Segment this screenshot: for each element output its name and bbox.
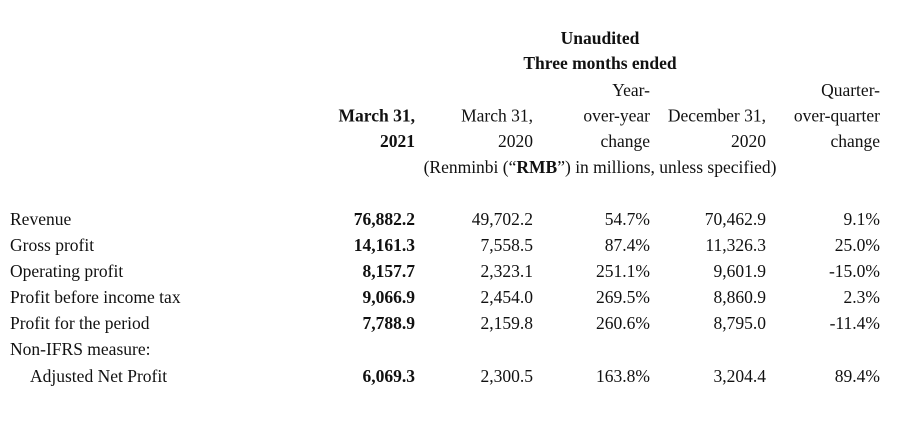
row-label: Profit for the period xyxy=(10,313,150,333)
column-header: change xyxy=(600,131,650,151)
cell-value: 9.1% xyxy=(844,209,880,229)
cell-value: -15.0% xyxy=(829,261,880,281)
column-header: 2020 xyxy=(498,131,533,151)
row-label: Adjusted Net Profit xyxy=(30,366,167,386)
cell-value: 2,454.0 xyxy=(481,287,534,307)
cell-value: 2,323.1 xyxy=(481,261,534,281)
cell-value: 70,462.9 xyxy=(705,209,767,229)
cell-value: 251.1% xyxy=(596,261,650,281)
unit-note-part: RMB xyxy=(516,157,557,177)
cell-value: 76,882.2 xyxy=(354,209,415,229)
cell-value: 49,702.2 xyxy=(472,209,533,229)
column-header: 2021 xyxy=(380,131,415,151)
row-label: Gross profit xyxy=(10,235,94,255)
cell-value: 8,795.0 xyxy=(714,313,767,333)
cell-value: 8,860.9 xyxy=(714,287,767,307)
cell-value: 25.0% xyxy=(835,235,880,255)
column-header: over-quarter xyxy=(794,106,880,126)
unit-note: (Renminbi (“RMB”) in millions, unless sp… xyxy=(424,157,777,177)
cell-value: 7,558.5 xyxy=(481,235,534,255)
cell-value: 2,300.5 xyxy=(481,366,534,386)
table-subtitle: Three months ended xyxy=(523,53,677,73)
cell-value: 2.3% xyxy=(844,287,880,307)
cell-value: 54.7% xyxy=(605,209,650,229)
cell-value: 8,157.7 xyxy=(363,261,416,281)
column-header: March 31, xyxy=(339,106,415,126)
cell-value: 260.6% xyxy=(596,313,650,333)
row-label: Non-IFRS measure: xyxy=(10,339,150,359)
column-header: 2020 xyxy=(731,131,766,151)
cell-value: 163.8% xyxy=(596,366,650,386)
column-header: March 31, xyxy=(461,106,533,126)
row-label: Operating profit xyxy=(10,261,123,281)
row-label: Profit before income tax xyxy=(10,287,181,307)
cell-value: 3,204.4 xyxy=(714,366,767,386)
cell-value: 87.4% xyxy=(605,235,650,255)
cell-value: 89.4% xyxy=(835,366,880,386)
cell-value: -11.4% xyxy=(830,313,880,333)
column-header: change xyxy=(830,131,880,151)
cell-value: 9,601.9 xyxy=(714,261,767,281)
unit-note-part: ”) in millions, unless specified) xyxy=(557,157,776,177)
cell-value: 6,069.3 xyxy=(363,366,416,386)
cell-value: 2,159.8 xyxy=(481,313,534,333)
cell-value: 9,066.9 xyxy=(363,287,416,307)
column-header: Year- xyxy=(612,80,650,100)
column-header: Quarter- xyxy=(821,80,880,100)
cell-value: 11,326.3 xyxy=(705,235,766,255)
unit-note-part: (Renminbi (“ xyxy=(424,157,517,177)
row-label: Revenue xyxy=(10,209,71,229)
table-title: Unaudited xyxy=(561,28,640,48)
cell-value: 7,788.9 xyxy=(363,313,416,333)
column-header: December 31, xyxy=(668,106,766,126)
column-header: over-year xyxy=(583,106,650,126)
cell-value: 14,161.3 xyxy=(354,235,416,255)
cell-value: 269.5% xyxy=(596,287,650,307)
